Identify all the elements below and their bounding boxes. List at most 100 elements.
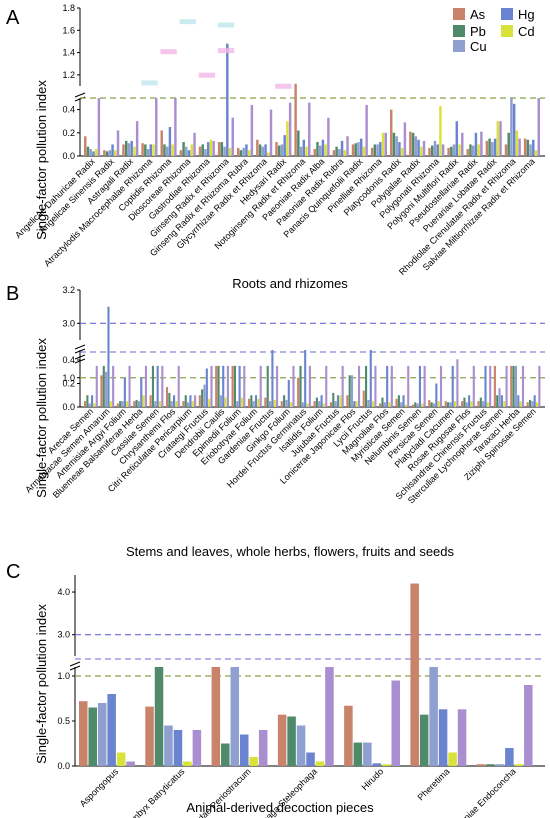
bar-hg <box>168 127 172 156</box>
bar-as <box>160 130 163 156</box>
bar-extra <box>97 98 101 156</box>
bar-extra <box>161 365 164 408</box>
bar-pb <box>102 365 105 408</box>
bar-hg <box>438 709 448 766</box>
bar-cu <box>414 136 418 156</box>
bar-as <box>428 399 431 407</box>
bar-pb <box>124 140 128 156</box>
bar-as <box>84 136 87 156</box>
bar-cd <box>477 144 480 156</box>
bar-extra <box>192 730 202 766</box>
bar-pb <box>414 402 417 407</box>
bar-as <box>165 387 169 407</box>
bar-cd <box>458 144 461 156</box>
bar-pb <box>297 130 300 156</box>
bar-as <box>332 150 336 156</box>
bar-cu <box>498 388 501 407</box>
bar-pb <box>233 365 236 408</box>
bar-cu <box>127 143 131 156</box>
bar-hg <box>532 139 535 156</box>
bar-extra <box>243 365 246 408</box>
bar-as <box>133 401 136 408</box>
bar-as <box>370 147 374 156</box>
bar-as <box>122 144 125 156</box>
bar-cu <box>105 371 108 407</box>
bar-cd <box>247 150 251 156</box>
bar-hg <box>418 365 421 408</box>
axis-break-mark <box>74 354 86 360</box>
axis-break-mark <box>69 661 81 667</box>
bar-cd <box>454 401 457 408</box>
bar-pb <box>182 142 185 156</box>
bar-as <box>237 147 240 156</box>
panel-letter-a: A <box>6 7 20 29</box>
bar-as <box>198 146 202 156</box>
bar-extra <box>357 365 361 408</box>
bar-as <box>211 667 221 766</box>
bar-cd <box>152 144 155 156</box>
bar-extra <box>112 365 115 408</box>
bar-as <box>379 403 382 407</box>
bar-hg <box>512 103 516 156</box>
bar-cd <box>381 132 385 156</box>
legend-label-cd: Cd <box>518 24 535 39</box>
y-tick-label: 0.0 <box>62 151 75 161</box>
bar-cu <box>296 725 306 766</box>
bar-hg <box>474 132 478 156</box>
bar-as <box>179 150 183 156</box>
bar-cd <box>486 402 489 407</box>
bar-cd <box>208 398 211 407</box>
bar-as <box>409 131 412 156</box>
bar-extra <box>441 144 445 156</box>
category-label: Angelicae Sinensis Radix <box>37 156 116 235</box>
bar-cu <box>491 142 494 156</box>
bar-hg <box>130 140 133 156</box>
bar-cu <box>269 401 272 408</box>
bar-hg <box>493 138 497 156</box>
bar-cu <box>376 144 379 156</box>
bar-extra <box>325 667 334 766</box>
bar-hg <box>187 150 191 156</box>
axis-break-mark <box>69 665 81 671</box>
bar-cd <box>286 121 289 156</box>
bar-cd <box>315 761 325 766</box>
bar-cu <box>471 145 475 156</box>
bar-pb <box>332 392 335 407</box>
legend-label-hg: Hg <box>518 7 535 22</box>
bar-cu <box>510 98 513 156</box>
bar-cu <box>97 703 107 766</box>
bar-pb <box>283 395 286 407</box>
bar-pb <box>373 144 377 156</box>
bar-faded <box>217 22 235 28</box>
bar-cd <box>382 764 391 766</box>
bar-cu <box>146 149 150 156</box>
bar-hg <box>238 365 241 408</box>
bar-pb <box>287 716 296 766</box>
bar-cu <box>529 144 532 156</box>
y-tick-label: 1.8 <box>62 3 75 13</box>
bar-cd <box>324 144 327 156</box>
y-tick-label: 3.2 <box>62 285 75 295</box>
bar-cu <box>465 402 468 407</box>
bar-pb <box>144 144 147 156</box>
bar-cd <box>322 403 325 407</box>
bar-cd <box>534 150 538 156</box>
bar-pb <box>496 395 499 407</box>
bar-extra <box>327 117 330 156</box>
y-tick-label: 0.2 <box>62 128 75 138</box>
bar-cd <box>470 401 473 408</box>
bar-hg <box>92 151 95 156</box>
bar-hg <box>264 144 267 156</box>
bar-as <box>182 401 185 408</box>
bar-extra <box>259 365 262 408</box>
bar-as <box>149 395 152 407</box>
y-tick-label: 3.0 <box>62 318 75 328</box>
bar-extra <box>422 140 426 156</box>
bar-extra <box>390 365 393 408</box>
panel-c-ylabel: Single-factor pollution index <box>34 604 49 764</box>
bar-cu <box>219 395 222 407</box>
bar-extra <box>461 132 464 156</box>
panel-letter-c: C <box>6 561 20 583</box>
bar-cu <box>280 144 284 156</box>
bar-cu <box>301 402 304 407</box>
